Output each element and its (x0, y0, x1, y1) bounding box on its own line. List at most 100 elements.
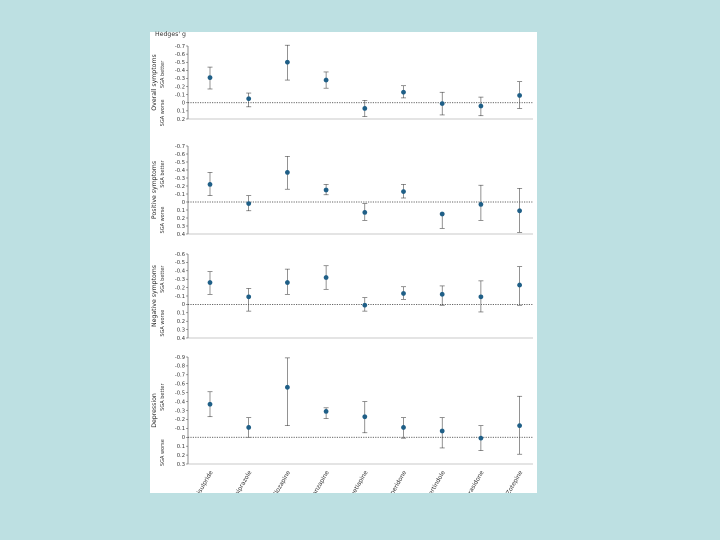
data-point (517, 208, 522, 214)
y-tick-label: 0.2 (177, 319, 185, 325)
y-tick-label: 0 (182, 101, 185, 107)
y-tick-label: -0.5 (175, 160, 185, 166)
category-label: Sertindole (426, 469, 448, 493)
y-tick-label: -0.5 (175, 390, 185, 396)
y-tick-label: 0.1 (177, 444, 185, 450)
y-tick-label: -0.5 (175, 60, 185, 66)
data-point (362, 210, 368, 215)
data-point (362, 302, 368, 308)
y-tick-label: 0.1 (177, 109, 185, 115)
data-point (285, 170, 290, 175)
y-tick-label: -0.6 (175, 52, 185, 58)
y-tick-label: -0.1 (175, 294, 185, 300)
data-point (517, 93, 522, 98)
data-point (246, 425, 252, 430)
y-tick-label: -0.1 (175, 92, 185, 98)
panel-title: Depression (151, 393, 158, 428)
y-tick-label: -0.7 (175, 44, 185, 50)
data-point (207, 75, 213, 81)
y-tick-label: -0.3 (175, 277, 185, 283)
y-tick-label: -0.8 (175, 364, 185, 370)
data-point (478, 103, 484, 109)
data-point (401, 425, 406, 430)
y-tick-label: -0.6 (175, 382, 185, 388)
y-tick-label: -0.3 (175, 76, 185, 82)
y-tick-label: 0 (182, 200, 185, 206)
direction-label-better: SGA better (160, 383, 166, 411)
data-point (439, 428, 445, 434)
data-point (478, 202, 484, 207)
forest-plot-figure: Hedges' g -0.7 -0.6 -0.5 -0.4 -0.3 -0.2 -0.1 0 0… (150, 31, 537, 493)
direction-label-better: SGA better (160, 159, 166, 187)
data-point (439, 211, 445, 217)
y-tick-label: -0.4 (175, 399, 186, 405)
data-point (323, 187, 329, 193)
data-point (323, 275, 329, 280)
y-tick-label: -0.4 (175, 68, 186, 74)
y-tick-label: -0.2 (175, 84, 185, 90)
y-tick-label: 0.4 (177, 336, 186, 342)
data-point (246, 201, 252, 207)
metric-label: Hedges' g (155, 31, 186, 38)
category-label: Quetiapine (347, 469, 370, 493)
data-point (439, 101, 445, 106)
y-tick-label: -0.4 (175, 269, 186, 275)
data-point (285, 59, 290, 65)
data-point (478, 435, 484, 441)
y-tick-label: 0 (182, 302, 185, 308)
y-tick-label: -0.3 (175, 176, 185, 182)
y-tick-label: 0.1 (177, 311, 185, 317)
y-tick-label: 0.2 (177, 216, 185, 222)
y-tick-label: 0 (182, 435, 185, 441)
y-tick-label: -0.6 (175, 152, 185, 158)
panel-title: Overall symptoms (151, 54, 158, 110)
data-point (323, 408, 329, 414)
y-tick-label: -0.5 (175, 260, 185, 266)
data-point (285, 384, 290, 390)
direction-label-worse: SGA worse (160, 439, 166, 466)
data-point (246, 96, 252, 102)
data-point (478, 294, 484, 300)
y-tick-label: -0.7 (175, 373, 185, 379)
category-label: Ziprasidone (462, 469, 486, 493)
panel-title: Positive symptoms (151, 161, 158, 219)
y-tick-label: 0.1 (177, 208, 185, 214)
y-tick-label: -0.4 (175, 168, 186, 174)
data-point (401, 89, 406, 95)
y-tick-label: 0.3 (177, 224, 185, 230)
data-point (207, 280, 213, 285)
y-tick-label: -0.2 (175, 417, 185, 423)
category-label: Risperidone (384, 469, 408, 493)
direction-label-worse: SGA worse (160, 310, 166, 337)
data-point (517, 282, 522, 288)
direction-label-better: SGA better (160, 265, 166, 293)
category-label: Aripiprazole (229, 469, 253, 493)
direction-label-worse: SGA worse (160, 207, 166, 234)
category-label: Amisulpride (191, 469, 215, 493)
forest-plot-svg: -0.7 -0.6 -0.5 -0.4 -0.3 -0.2 -0.1 0 0.1 0.2 Overa… (151, 44, 533, 493)
y-tick-label: -0.3 (175, 408, 185, 414)
direction-label-worse: SGA worse (160, 99, 166, 126)
data-point (362, 106, 368, 111)
direction-label-better: SGA better (160, 60, 166, 88)
y-tick-label: -0.9 (175, 355, 185, 361)
data-point (207, 182, 213, 187)
y-tick-label: 0.3 (177, 327, 185, 333)
category-label: Clozapine (271, 469, 292, 493)
y-tick-label: -0.1 (175, 192, 185, 198)
panel-title: Negative symptoms (151, 265, 158, 327)
y-tick-label: -0.6 (175, 252, 185, 258)
y-tick-label: 0.3 (177, 462, 185, 468)
y-tick-label: -0.7 (175, 144, 185, 150)
y-tick-label: 0.2 (177, 453, 185, 459)
data-point (207, 401, 213, 407)
category-label: Olanzapine (308, 469, 331, 493)
y-tick-label: -0.2 (175, 285, 185, 291)
category-label: Zotepine (505, 469, 525, 493)
data-point (323, 77, 329, 83)
data-point (285, 280, 290, 285)
data-point (517, 423, 522, 429)
data-point (439, 291, 445, 297)
data-point (401, 189, 406, 195)
